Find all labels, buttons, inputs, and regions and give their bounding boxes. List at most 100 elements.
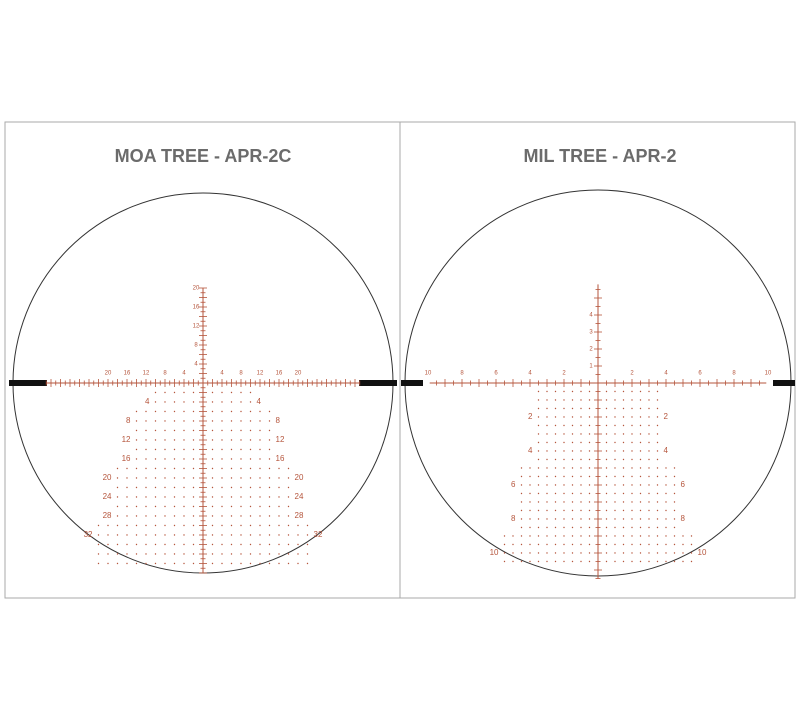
holdover-dot (622, 399, 625, 401)
horizontal-label: 20 (105, 371, 112, 377)
holdover-dot (571, 399, 574, 401)
holdover-dot (605, 441, 608, 444)
holdover-dot (546, 441, 548, 444)
holdover-dot (164, 505, 166, 508)
holdover-dot (287, 524, 290, 527)
holdover-dot (571, 424, 574, 427)
holdover-dot (571, 458, 574, 461)
vertical-label: 3 (589, 330, 593, 336)
holdover-dot (183, 391, 185, 394)
holdover-dot (622, 560, 625, 563)
holdover-dot (126, 477, 128, 479)
holdover-dot (605, 526, 608, 529)
holdover-dot (580, 526, 582, 529)
holdover-dot (673, 543, 676, 546)
holdover-dot (639, 475, 642, 478)
holdover-dot (546, 458, 548, 461)
holdover-dot (192, 477, 195, 479)
holdover-dot (690, 543, 693, 546)
holdover-dot (571, 501, 574, 503)
holdover-dot (221, 553, 223, 555)
holdover-dot (580, 424, 582, 427)
holdover-dot (571, 560, 574, 563)
holdover-dot (164, 439, 166, 441)
holdover-dot (588, 526, 591, 529)
holdover-dot (268, 477, 271, 479)
holdover-dot (240, 515, 242, 517)
holdover-dot (580, 501, 582, 503)
holdover-dot (240, 477, 242, 479)
holdover-dot (230, 439, 233, 441)
holdover-dot (537, 458, 540, 461)
holdover-dot (631, 433, 633, 435)
holdover-dot (164, 496, 166, 498)
holdover-dot (546, 552, 548, 554)
holdover-dot (546, 450, 548, 452)
holdover-dot (563, 475, 565, 478)
holdover-dot (648, 535, 650, 537)
holdover-dot (656, 390, 659, 393)
holdover-dot (537, 484, 540, 486)
tree-label: 10 (698, 548, 707, 557)
holdover-dot (183, 420, 185, 422)
holdover-dot (211, 401, 214, 403)
holdover-dot (588, 518, 591, 520)
holdover-dot (116, 486, 119, 489)
holdover-dot (614, 475, 616, 478)
holdover-dot (571, 450, 574, 452)
holdover-dot (588, 416, 591, 418)
holdover-dot (297, 524, 299, 527)
holdover-dot (546, 535, 548, 537)
holdover-dot (614, 552, 616, 554)
holdover-dot (580, 450, 582, 452)
holdover-dot (221, 420, 223, 422)
holdover-dot (648, 390, 650, 393)
tree-label: 10 (490, 548, 499, 557)
holdover-dot (554, 416, 557, 418)
holdover-dot (164, 477, 166, 479)
holdover-dot (537, 424, 540, 427)
holdover-dot (211, 534, 214, 536)
holdover-dot (631, 535, 633, 537)
holdover-dot (537, 560, 540, 563)
holdover-dot (154, 410, 157, 413)
holdover-dot (249, 477, 252, 479)
holdover-dot (571, 441, 574, 444)
holdover-dot (639, 458, 642, 461)
holdover-dot (116, 524, 119, 527)
holdover-dot (631, 450, 633, 452)
vertical-label: 8 (194, 343, 198, 349)
holdover-dot (520, 526, 523, 529)
holdover-dot (588, 509, 591, 512)
holdover-dot (512, 543, 514, 546)
holdover-dot (287, 477, 290, 479)
holdover-dot (639, 399, 642, 401)
holdover-dot (192, 439, 195, 441)
tree-label: 16 (122, 454, 131, 463)
holdover-dot (230, 505, 233, 508)
holdover-dot (554, 560, 557, 563)
holdover-dot (107, 543, 109, 546)
holdover-dot (605, 518, 608, 520)
tree-label: 28 (295, 511, 304, 520)
holdover-dot (605, 433, 608, 435)
holdover-dot (192, 486, 195, 489)
holdover-dot (631, 416, 633, 418)
holdover-dot (588, 407, 591, 410)
holdover-dot (268, 515, 271, 517)
holdover-dot (554, 424, 557, 427)
holdover-dot (537, 450, 540, 452)
holdover-dot (154, 534, 157, 536)
holdover-dot (588, 501, 591, 503)
horizontal-label: 12 (257, 371, 264, 377)
holdover-dot (614, 458, 616, 461)
holdover-dot (571, 552, 574, 554)
holdover-dot (183, 486, 185, 489)
holdover-dot (614, 526, 616, 529)
horizontal-label: 12 (143, 371, 150, 377)
holdover-dot (221, 486, 223, 489)
holdover-dot (580, 390, 582, 393)
holdover-dot (563, 501, 565, 503)
holdover-dot (537, 441, 540, 444)
